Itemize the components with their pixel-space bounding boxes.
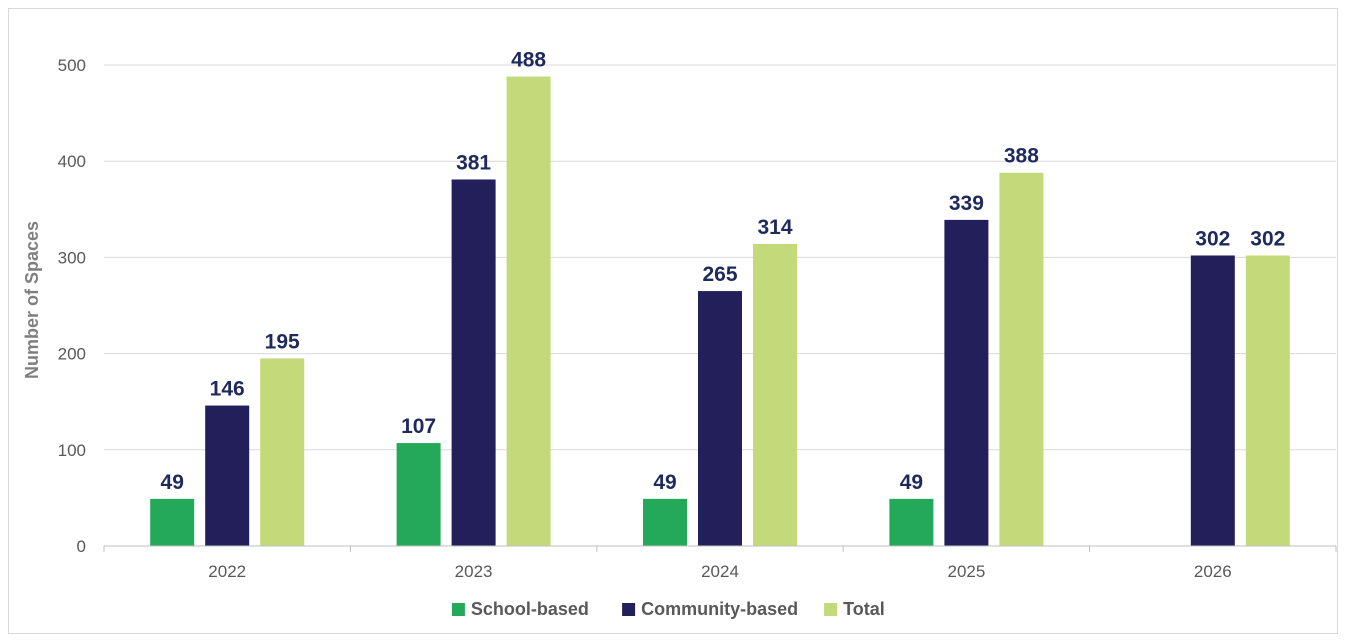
bar: [1245, 255, 1290, 546]
data-label: 195: [265, 330, 300, 353]
legend-label: Community-based: [641, 599, 798, 619]
bar: [506, 76, 551, 546]
data-label: 388: [1004, 145, 1039, 168]
bar: [698, 291, 742, 546]
bar: [396, 443, 441, 546]
x-tick-label: 2024: [701, 562, 739, 581]
data-label: 381: [456, 151, 491, 174]
y-tick-label: 100: [58, 441, 86, 460]
data-label: 49: [653, 471, 676, 494]
y-tick-label: 0: [77, 537, 86, 556]
y-axis-title: Number of Spaces: [22, 221, 42, 379]
bar: [999, 172, 1044, 546]
data-label: 49: [900, 471, 923, 494]
bars: [150, 76, 1290, 546]
bar: [150, 498, 195, 546]
data-label: 146: [210, 378, 245, 401]
data-label: 49: [161, 471, 184, 494]
bar: [944, 219, 989, 546]
legend: School-based Community-based Total: [451, 599, 885, 619]
legend-label: Total: [843, 599, 885, 619]
data-label: 265: [702, 263, 737, 286]
x-tick-label: 2022: [208, 562, 246, 581]
legend-swatch: [824, 603, 838, 616]
x-axis: 2022 2023 2024 2025 2026: [103, 545, 1337, 581]
bar: [260, 358, 305, 546]
data-label: 107: [401, 415, 436, 438]
bar: [889, 498, 934, 546]
data-labels: 49 146 195 107 381 488 49 265 314 49 339 388 302 302: [161, 49, 1286, 494]
x-tick-label: 2023: [455, 562, 493, 581]
x-tick-label: 2026: [1194, 562, 1232, 581]
bar: [451, 179, 496, 546]
y-tick-label: 400: [58, 152, 86, 171]
bar: [753, 243, 797, 546]
data-label: 488: [511, 49, 546, 72]
y-axis-ticks: 0 100 200 300 400 500: [58, 56, 86, 556]
legend-label: School-based: [471, 599, 589, 619]
x-tick-label: 2025: [947, 562, 985, 581]
y-tick-label: 200: [58, 345, 86, 364]
data-label: 302: [1250, 227, 1285, 250]
bar: [205, 405, 250, 546]
legend-swatch: [451, 603, 465, 616]
legend-swatch: [622, 603, 636, 616]
bar: [1190, 255, 1235, 546]
y-tick-label: 500: [58, 56, 86, 75]
data-label: 302: [1195, 227, 1230, 250]
y-tick-label: 300: [58, 248, 86, 267]
bar: [643, 498, 687, 546]
data-label: 339: [949, 192, 984, 215]
data-label: 314: [757, 216, 792, 239]
